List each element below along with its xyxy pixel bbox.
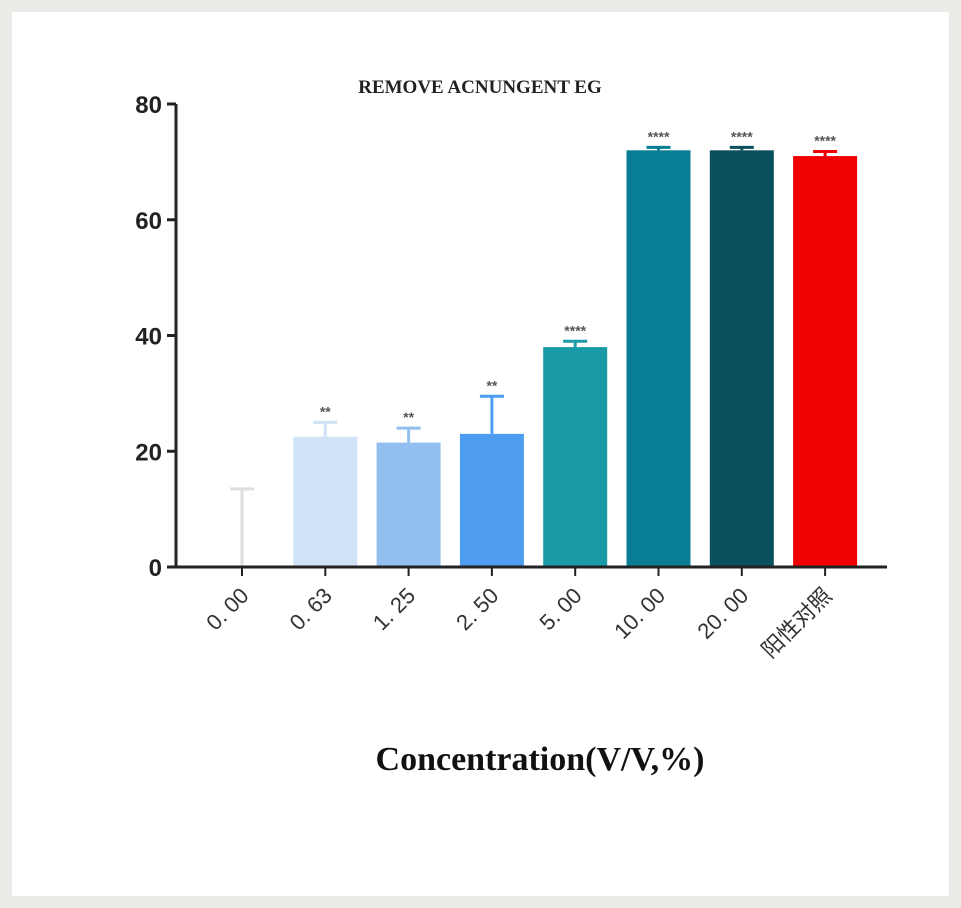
- chart-title: REMOVE ACNUNGENT EG: [358, 77, 602, 98]
- bar: [459, 433, 524, 567]
- bar: [626, 150, 691, 568]
- x-tick-label: 1. 25: [368, 583, 420, 635]
- x-tick-label: 5. 00: [534, 583, 586, 635]
- significance-mark: ****: [731, 128, 753, 144]
- y-tick-label: 20: [135, 439, 162, 466]
- significance-mark: **: [320, 403, 331, 419]
- bar-chart: REMOVE ACNUNGENT EG 0 20 40 60 80 0. 00 ** 0. 6…: [135, 77, 887, 778]
- y-tick-label: 0: [149, 555, 162, 582]
- bar: [793, 156, 858, 567]
- x-tick-label: 阳性对照: [757, 583, 837, 663]
- x-tick-label: 10. 00: [609, 583, 670, 644]
- chart-frame: REMOVE ACNUNGENT EG 0 20 40 60 80 0. 00 ** 0. 6…: [12, 12, 949, 896]
- bar: [293, 436, 358, 567]
- bar: [709, 150, 774, 568]
- bar: [543, 347, 608, 567]
- y-tick-label: 60: [135, 208, 162, 235]
- y-tick-label: 40: [135, 324, 162, 351]
- x-tick-label: 20. 00: [692, 583, 753, 644]
- significance-mark: ****: [814, 132, 836, 148]
- x-tick-label: 0. 00: [201, 583, 253, 635]
- significance-mark: **: [486, 377, 497, 393]
- x-tick-label: 0. 63: [285, 583, 337, 635]
- significance-mark: **: [403, 409, 414, 425]
- x-axis-label: Concentration(V/V,%): [376, 741, 705, 778]
- significance-mark: ****: [564, 322, 586, 338]
- significance-mark: ****: [648, 128, 670, 144]
- bar: [376, 442, 441, 567]
- y-tick-label: 80: [135, 92, 162, 119]
- x-tick-label: 2. 50: [451, 583, 503, 635]
